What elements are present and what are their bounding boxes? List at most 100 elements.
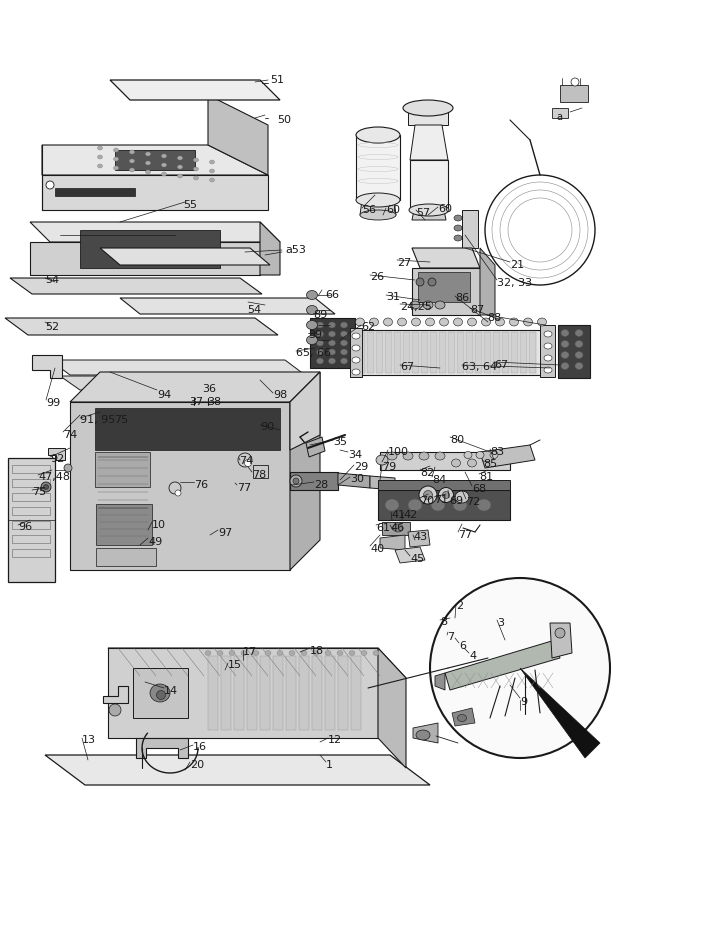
Ellipse shape [253, 650, 259, 656]
Bar [12, 535, 50, 543]
Text: 78: 78 [252, 470, 266, 480]
Polygon shape [421, 332, 428, 373]
Ellipse shape [356, 127, 400, 143]
Ellipse shape [337, 650, 343, 656]
Polygon shape [412, 268, 480, 315]
Ellipse shape [454, 318, 462, 326]
Text: 84: 84 [432, 475, 446, 485]
Polygon shape [136, 738, 188, 758]
Polygon shape [290, 372, 320, 450]
Text: 35: 35 [333, 437, 347, 447]
Polygon shape [338, 473, 370, 488]
Polygon shape [355, 330, 545, 375]
Ellipse shape [210, 160, 215, 164]
Text: 67: 67 [400, 362, 414, 372]
Ellipse shape [454, 235, 462, 241]
Text: 54: 54 [45, 275, 59, 285]
Ellipse shape [325, 650, 331, 656]
Ellipse shape [114, 148, 119, 152]
Ellipse shape [544, 343, 552, 349]
Ellipse shape [476, 451, 484, 459]
Ellipse shape [341, 358, 348, 364]
Text: 85: 85 [483, 459, 497, 469]
Ellipse shape [544, 355, 552, 361]
Ellipse shape [97, 146, 102, 150]
Polygon shape [42, 145, 268, 175]
Ellipse shape [426, 318, 434, 326]
Ellipse shape [114, 166, 119, 170]
Polygon shape [312, 656, 322, 730]
Ellipse shape [145, 170, 150, 174]
Ellipse shape [561, 362, 569, 370]
Polygon shape [540, 325, 555, 377]
Ellipse shape [161, 154, 166, 158]
Ellipse shape [435, 301, 445, 309]
Ellipse shape [561, 341, 569, 347]
Ellipse shape [455, 491, 469, 503]
Text: 42: 42 [403, 510, 418, 520]
Ellipse shape [555, 628, 565, 638]
Polygon shape [338, 656, 348, 730]
Polygon shape [325, 656, 335, 730]
Polygon shape [70, 402, 290, 570]
Ellipse shape [210, 178, 215, 182]
Ellipse shape [169, 482, 181, 494]
Polygon shape [95, 408, 280, 450]
Ellipse shape [307, 290, 318, 300]
Polygon shape [552, 108, 568, 118]
Ellipse shape [301, 650, 307, 656]
Polygon shape [208, 656, 218, 730]
Text: 51: 51 [270, 75, 284, 85]
Bar [12, 479, 50, 487]
Polygon shape [115, 150, 195, 170]
Text: 52: 52 [45, 322, 59, 332]
Polygon shape [378, 648, 406, 768]
Polygon shape [10, 278, 262, 294]
Ellipse shape [454, 215, 462, 221]
Text: 77: 77 [237, 483, 251, 493]
Polygon shape [558, 325, 590, 378]
Ellipse shape [352, 333, 360, 339]
Ellipse shape [64, 464, 72, 472]
Polygon shape [48, 448, 65, 460]
Text: 60: 60 [438, 204, 452, 214]
Ellipse shape [317, 349, 323, 355]
Ellipse shape [145, 161, 150, 165]
Polygon shape [290, 372, 320, 570]
Text: 32, 33: 32, 33 [497, 278, 532, 288]
Polygon shape [188, 378, 215, 398]
Polygon shape [408, 530, 430, 547]
Ellipse shape [397, 318, 407, 326]
Ellipse shape [41, 482, 51, 492]
Polygon shape [5, 318, 278, 335]
Ellipse shape [175, 490, 181, 496]
Polygon shape [273, 656, 283, 730]
Text: 7: 7 [447, 632, 454, 642]
Polygon shape [378, 480, 510, 490]
Ellipse shape [307, 320, 318, 330]
Ellipse shape [161, 163, 166, 167]
Ellipse shape [130, 159, 135, 163]
Ellipse shape [419, 452, 429, 460]
Polygon shape [385, 332, 392, 373]
Polygon shape [529, 332, 536, 373]
Ellipse shape [349, 650, 355, 656]
Text: 12: 12 [328, 735, 342, 745]
Text: 37: 37 [189, 397, 203, 407]
Ellipse shape [510, 318, 518, 326]
Polygon shape [306, 437, 325, 457]
Ellipse shape [467, 318, 477, 326]
Bar [410, 160, 448, 210]
Polygon shape [484, 332, 491, 373]
Ellipse shape [194, 176, 199, 180]
Polygon shape [550, 623, 572, 658]
Polygon shape [380, 535, 405, 550]
Ellipse shape [130, 168, 135, 172]
Polygon shape [50, 360, 305, 375]
Ellipse shape [438, 488, 454, 502]
Polygon shape [351, 656, 361, 730]
Ellipse shape [341, 349, 348, 355]
Ellipse shape [360, 210, 396, 220]
Text: 17: 17 [243, 647, 257, 657]
Polygon shape [520, 332, 527, 373]
